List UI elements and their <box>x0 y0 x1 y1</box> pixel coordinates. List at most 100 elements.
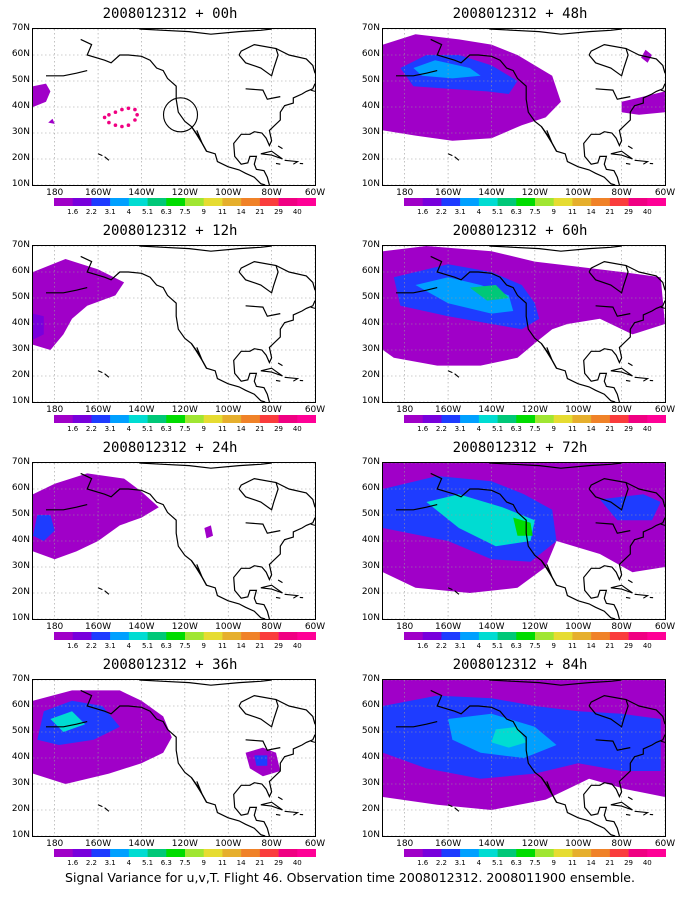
coastline <box>430 38 616 185</box>
colorbar-label: 6.3 <box>510 208 522 216</box>
colorbar-label: 14 <box>586 208 596 216</box>
colorbar-swatch <box>478 198 498 206</box>
colorbar-label: 4 <box>126 425 132 433</box>
island-outline <box>660 523 665 526</box>
colorbar-swatch <box>259 198 279 206</box>
panel-title: 2008012312 + 48h <box>452 6 588 22</box>
colorbar-label: 4 <box>476 208 482 216</box>
island-outline <box>104 156 110 161</box>
colorbar-swatch <box>259 849 279 857</box>
island-outline <box>634 159 650 165</box>
colorbar <box>54 198 316 206</box>
colorbar-swatch <box>259 632 279 640</box>
coastline <box>233 83 315 185</box>
lat-tick-label: 60N <box>11 266 30 276</box>
colorbar-swatch <box>110 415 130 423</box>
island-outline <box>275 379 281 382</box>
coastline <box>396 287 438 294</box>
colorbar-swatch <box>91 849 111 857</box>
lon-tick-label: 100W <box>215 188 242 198</box>
map-panel-48h: 2008012312 + 48h 70N 60N 50N 40N 30N 20N 10N 180… <box>350 0 690 220</box>
colorbar-swatch <box>591 849 611 857</box>
coastline <box>139 680 272 686</box>
lat-tick-label: 40N <box>11 752 30 762</box>
colorbar-swatch <box>72 632 92 640</box>
lon-tick-label: 160W <box>435 188 462 198</box>
observation-point <box>126 123 131 127</box>
coastline <box>233 517 315 619</box>
colorbar-swatch <box>404 198 424 206</box>
colorbar-label: 9 <box>201 425 206 433</box>
lon-tick-label: 180 <box>396 622 414 632</box>
island-outline <box>625 379 631 382</box>
lon-tick-label: 100W <box>215 405 242 415</box>
colorbar-label: 21 <box>255 425 265 433</box>
lat-tick-label: 20N <box>361 370 380 380</box>
colorbar-swatch <box>422 632 442 640</box>
colorbar-swatch <box>441 632 461 640</box>
lon-tick-label: 140W <box>478 405 505 415</box>
lon-tick-label: 80W <box>611 839 632 849</box>
map-frame <box>32 462 316 620</box>
colorbar-label: 21 <box>255 642 265 650</box>
lon-tick-label: 120W <box>521 839 548 849</box>
colorbar-swatch <box>422 849 442 857</box>
colorbar-label: 2.2 <box>85 208 97 216</box>
colorbar-swatch <box>497 632 517 640</box>
coastline <box>46 70 88 77</box>
colorbar-label: 11 <box>217 425 227 433</box>
colorbar-swatch <box>72 415 92 423</box>
lat-tick-label: 50N <box>11 726 30 736</box>
colorbar-swatch <box>591 632 611 640</box>
colorbar <box>404 415 666 423</box>
island-outline <box>454 156 460 161</box>
coastline <box>80 38 266 185</box>
island-outline <box>275 596 281 599</box>
coastline <box>396 504 438 511</box>
observation-point <box>107 113 111 117</box>
colorbar-label: 40 <box>642 208 652 216</box>
colorbar-label: 14 <box>586 642 596 650</box>
colorbar-label: 4 <box>476 425 482 433</box>
lat-tick-label: 70N <box>11 674 30 684</box>
island-outline <box>104 807 110 812</box>
island-outline <box>310 523 315 526</box>
colorbar-swatch <box>91 632 111 640</box>
observation-point <box>120 107 124 112</box>
lon-tick-label: 80W <box>611 622 632 632</box>
colorbar-swatch <box>203 849 223 857</box>
lon-tick-label: 180 <box>396 188 414 198</box>
variance-region <box>33 473 159 560</box>
lat-tick-label: 40N <box>11 535 30 545</box>
colorbar-label: 6.3 <box>510 642 522 650</box>
colorbar-swatch <box>278 849 298 857</box>
colorbar-label: 6.3 <box>510 859 522 867</box>
coastline <box>238 260 279 294</box>
colorbar-swatch <box>553 632 573 640</box>
colorbar-swatch <box>591 198 611 206</box>
lon-tick-label: 60W <box>304 622 326 632</box>
colorbar-swatch <box>185 632 205 640</box>
variance-region <box>413 60 481 79</box>
colorbar-swatch <box>241 198 261 206</box>
colorbar-swatch <box>572 415 592 423</box>
panel-title: 2008012312 + 72h <box>452 440 588 456</box>
colorbar-swatch <box>647 198 666 206</box>
lon-tick-label: 80W <box>261 188 282 198</box>
map-panel-72h: 2008012312 + 72h 70N 60N 50N 40N 30N 20N 10N 180… <box>350 434 690 654</box>
lon-tick-label: 140W <box>128 188 155 198</box>
lat-tick-label: 40N <box>11 318 30 328</box>
colorbar-label: 3.1 <box>454 208 466 216</box>
colorbar-swatch <box>297 198 316 206</box>
colorbar-label: 5.1 <box>491 425 504 433</box>
colorbar-label: 9 <box>551 208 556 216</box>
coastline <box>583 83 665 185</box>
island-outline <box>447 153 453 157</box>
map-frame <box>382 245 666 403</box>
island-outline <box>627 796 633 801</box>
colorbar-label: 6.3 <box>510 425 522 433</box>
colorbar-label: 2.2 <box>435 642 447 650</box>
lat-tick-label: 50N <box>11 509 30 519</box>
colorbar <box>404 849 666 857</box>
colorbar-label: 9 <box>201 859 206 867</box>
